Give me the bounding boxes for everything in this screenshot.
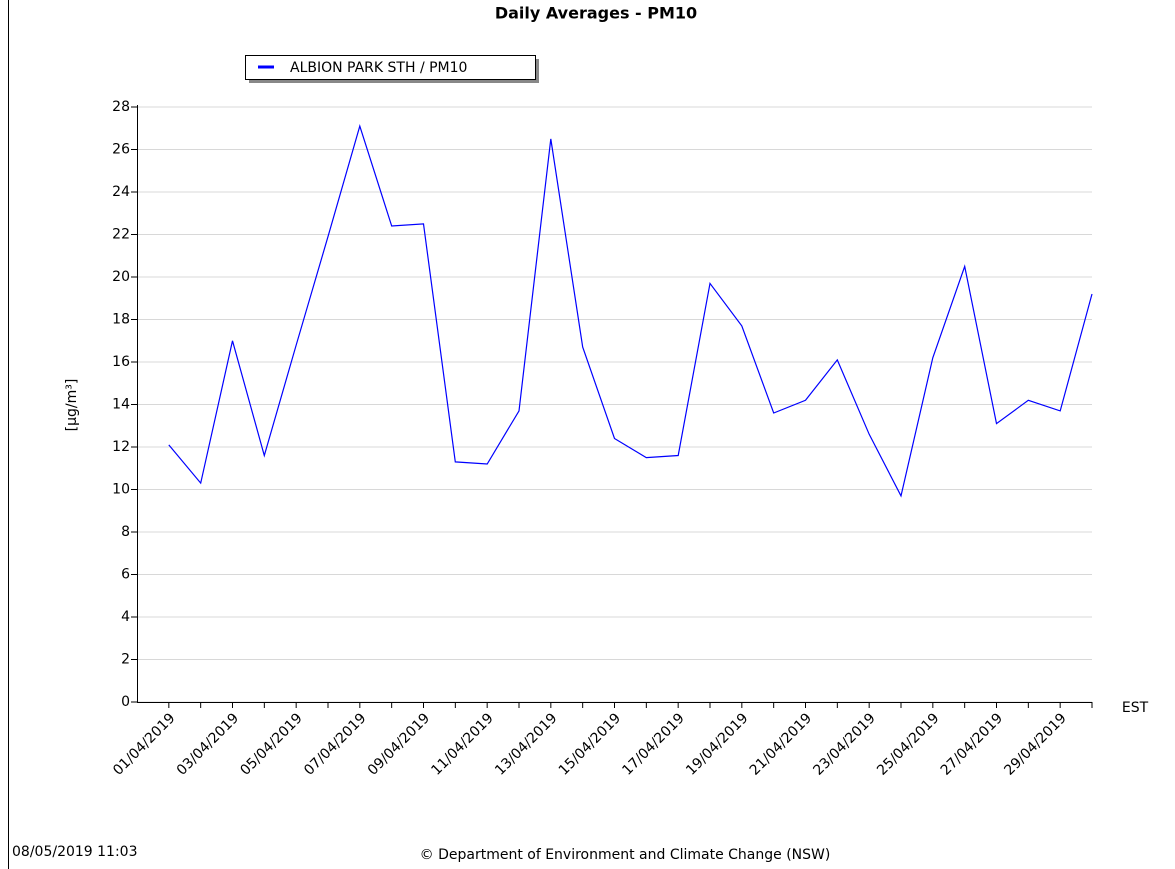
chart-title: Daily Averages - PM10	[495, 4, 697, 23]
x-tick-label: 11/04/2019	[428, 710, 496, 778]
y-tick-label: 0	[121, 694, 130, 710]
x-tick-label: 19/04/2019	[683, 710, 751, 778]
x-tick-label: 29/04/2019	[1001, 710, 1069, 778]
timestamp: 08/05/2019 11:03	[12, 844, 138, 860]
data-line	[168, 124, 1093, 498]
y-tick-label: 10	[112, 482, 130, 498]
x-tick-label: 21/04/2019	[747, 710, 815, 778]
y-tick-label: 18	[112, 312, 130, 328]
y-tick-label: 2	[121, 652, 130, 668]
y-tick-label: 14	[112, 397, 130, 413]
x-tick-label: 05/04/2019	[237, 710, 305, 778]
y-tick-label: 26	[112, 142, 130, 158]
x-tick-label: 17/04/2019	[619, 710, 687, 778]
y-tick-label: 12	[112, 439, 130, 455]
x-axis-label: EST	[1122, 700, 1149, 716]
frame	[8, 0, 9, 869]
x-tick-label: 07/04/2019	[301, 710, 369, 778]
y-tick-label: 8	[121, 524, 130, 540]
x-tick-label: 27/04/2019	[938, 710, 1006, 778]
x-tick-label: 01/04/2019	[110, 710, 178, 778]
legend-label: ALBION PARK STH / PM10	[290, 60, 467, 76]
x-tick-label: 09/04/2019	[365, 710, 433, 778]
y-tick-label: 28	[112, 99, 130, 115]
x-tick-label: 25/04/2019	[874, 710, 942, 778]
credit: © Department of Environment and Climate …	[420, 847, 831, 863]
x-tick-label: 23/04/2019	[810, 710, 878, 778]
y-tick-label: 24	[112, 184, 130, 200]
x-tick-label: 13/04/2019	[492, 710, 560, 778]
x-tick-label: 03/04/2019	[174, 710, 242, 778]
y-axis-label: [µg/m³]	[64, 379, 80, 432]
x-tick-label: 15/04/2019	[556, 710, 624, 778]
y-tick-label: 16	[112, 354, 130, 370]
y-tick-label: 4	[121, 609, 130, 625]
y-tick-label: 6	[121, 567, 130, 583]
y-tick-label: 22	[112, 227, 130, 243]
legend	[245, 55, 536, 80]
y-tick-label: 20	[112, 269, 130, 285]
